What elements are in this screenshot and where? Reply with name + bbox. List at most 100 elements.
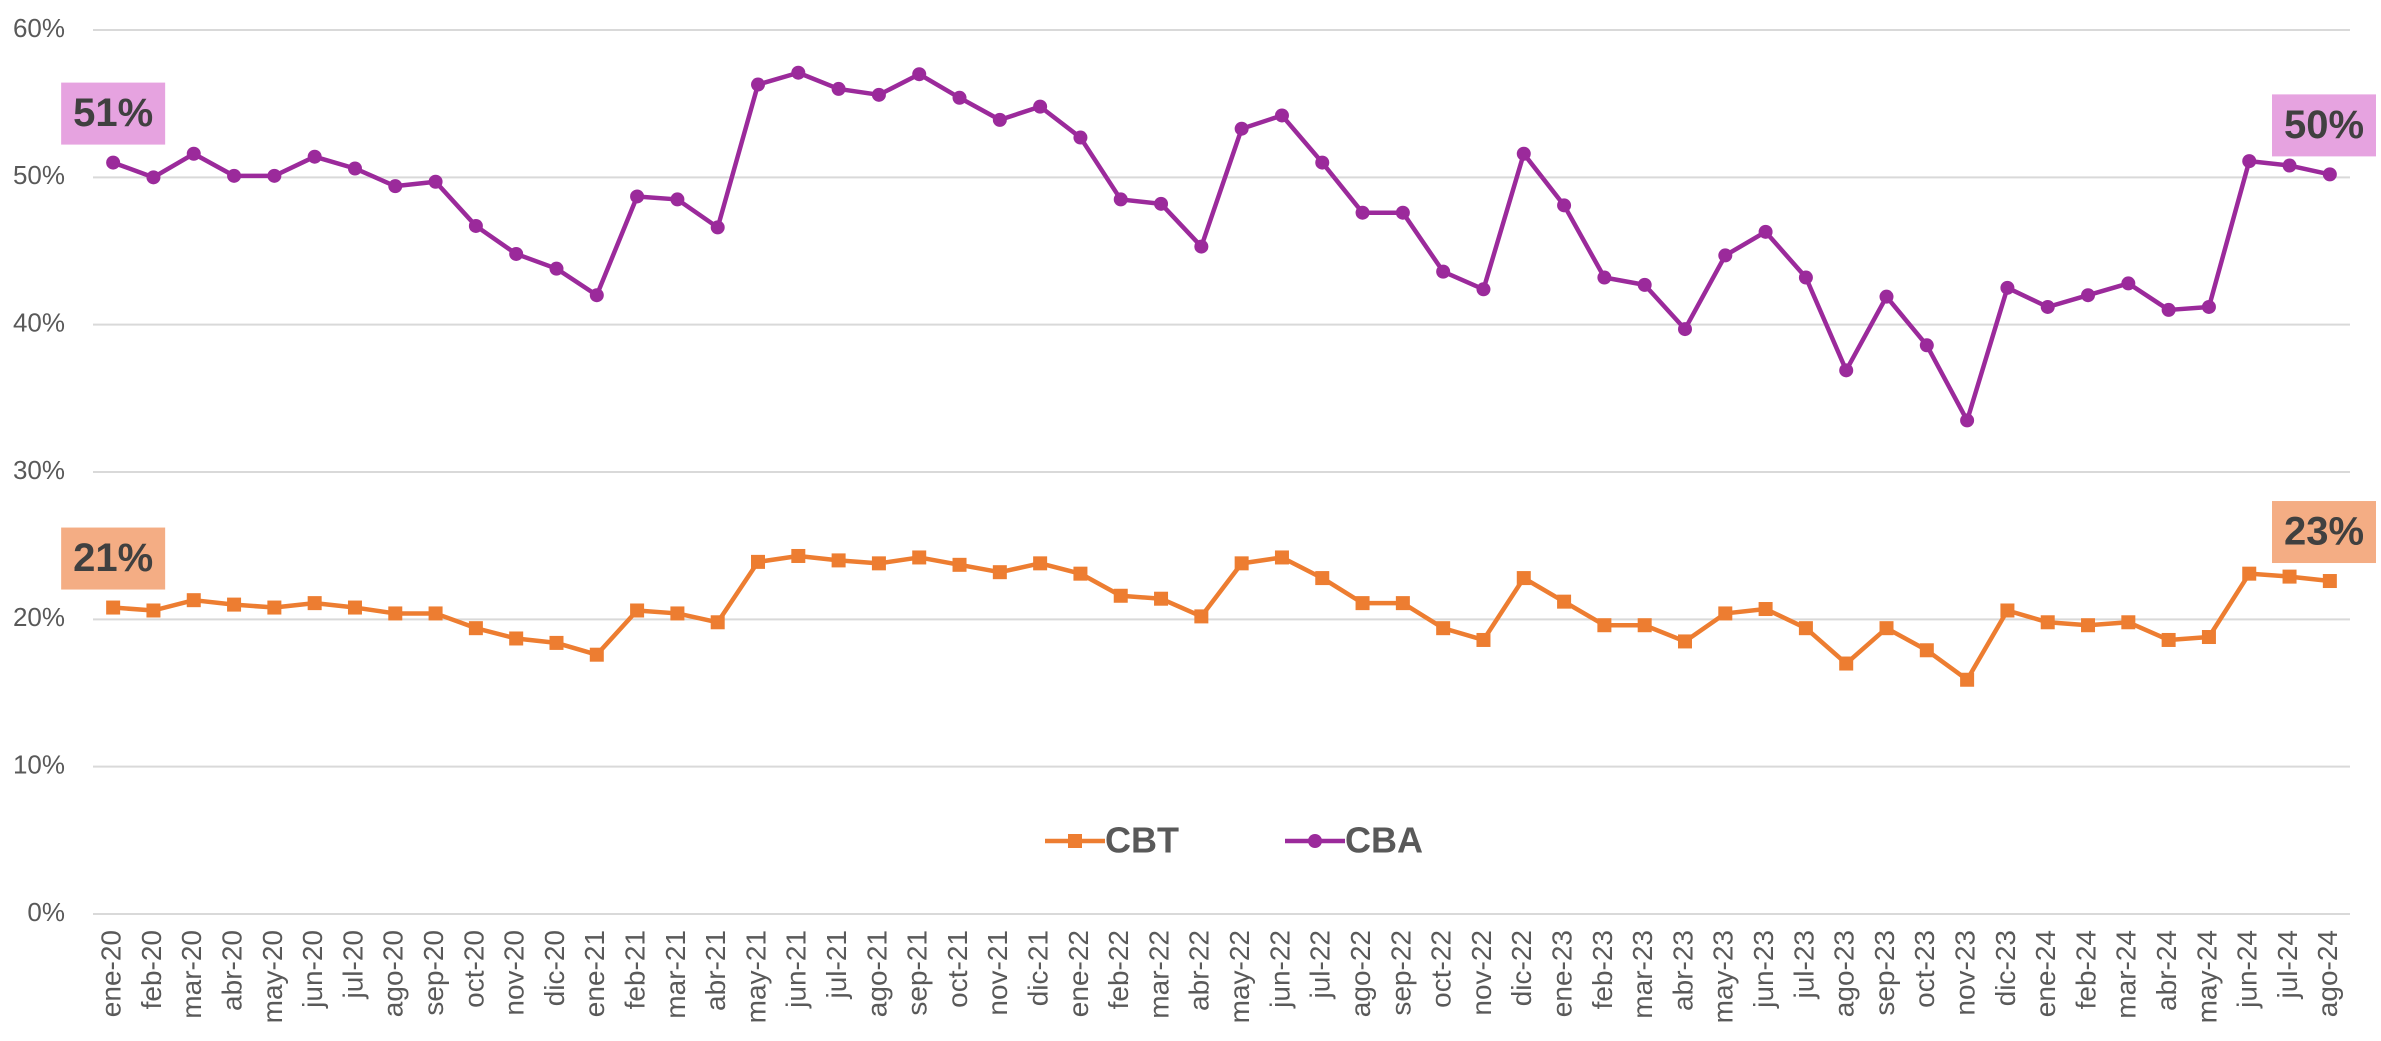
x-tick-label: ago-22 [1345,930,1376,1017]
marker [1113,192,1128,207]
series-line [112,553,2331,682]
marker [1073,130,1088,145]
x-tick-label: jun-21 [781,930,812,1009]
x-tick-label: abr-22 [1184,930,1215,1011]
x-tick-label: jul-22 [1305,930,1336,999]
marker [347,600,362,615]
marker [2121,615,2136,630]
x-tick-label: ene-22 [1063,930,1094,1017]
marker [1033,556,1048,571]
marker [1758,224,1773,239]
marker [1677,634,1692,649]
marker [589,288,604,303]
x-tick-label: mar-23 [1627,930,1658,1019]
x-tick-label: feb-21 [619,930,650,1009]
x-tick-label: oct-22 [1426,930,1457,1008]
series-line [112,70,2331,423]
marker [1436,264,1451,279]
marker [1597,270,1612,285]
marker [1194,239,1209,254]
marker [630,189,645,204]
marker [2161,632,2176,647]
marker [2081,618,2096,633]
marker [952,557,967,572]
x-tick-label: mar-24 [2111,930,2142,1019]
marker [2282,158,2297,173]
x-tick-label: ago-24 [2312,930,2343,1017]
x-tick-label: may-20 [257,930,288,1023]
marker [1154,591,1169,606]
x-tick-label: feb-23 [1587,930,1618,1009]
marker [1597,618,1612,633]
x-tick-label: mar-21 [660,930,691,1019]
marker [1516,571,1531,586]
marker [2081,288,2096,303]
x-tick-label: dic-20 [539,930,570,1006]
marker [1476,282,1491,297]
marker [1637,277,1652,292]
marker [912,67,927,82]
x-tick-label: ago-21 [861,930,892,1017]
data-label-box [61,82,166,145]
data-label: 21% [73,536,153,580]
x-tick-label: jul-20 [337,930,368,999]
x-tick-label: jul-23 [1788,930,1819,999]
marker [1395,596,1410,611]
marker [2121,276,2136,291]
legend-label: CBT [1105,820,1179,861]
x-tick-label: may-24 [2191,930,2222,1023]
x-tick-label: mar-20 [176,930,207,1019]
marker [1395,205,1410,220]
x-tick-label: mar-22 [1143,930,1174,1019]
marker [388,179,403,194]
marker [2322,574,2337,589]
marker [1718,606,1733,621]
legend-marker [1308,834,1322,848]
marker [1557,594,1572,609]
x-tick-label: oct-21 [942,930,973,1008]
marker [1315,155,1330,170]
marker [267,168,282,183]
data-label-box [2272,501,2376,564]
marker [186,146,201,161]
x-tick-label: jun-23 [1748,930,1779,1009]
marker [2322,167,2337,182]
marker [1798,270,1813,285]
marker [1033,99,1048,114]
x-tick-label: may-21 [740,930,771,1023]
y-tick-label: 30% [13,455,65,485]
marker [1355,205,1370,220]
marker [1194,609,1209,624]
marker [2201,630,2216,645]
marker [1677,322,1692,337]
marker [347,161,362,176]
marker [710,220,725,235]
marker [1113,588,1128,603]
x-tick-label: dic-21 [1023,930,1054,1006]
x-tick-label: may-23 [1708,930,1739,1023]
marker [1154,196,1169,211]
marker [992,565,1007,580]
marker [1919,643,1934,658]
marker [2040,299,2055,314]
x-tick-label: oct-23 [1909,930,1940,1008]
marker [146,603,161,618]
marker [1234,556,1249,571]
y-tick-label: 40% [13,308,65,338]
marker [2242,566,2257,581]
x-tick-label: ago-23 [1829,930,1860,1017]
y-tick-label: 10% [13,750,65,780]
marker [2000,280,2015,295]
x-tick-label: jul-21 [821,930,852,999]
marker [831,553,846,568]
x-tick-label: abr-20 [216,930,247,1011]
x-tick-label: jun-22 [1264,930,1295,1009]
marker [1355,596,1370,611]
x-tick-label: abr-23 [1667,930,1698,1011]
y-tick-label: 20% [13,602,65,632]
marker [1960,672,1975,687]
marker [1960,413,1975,428]
marker [1234,121,1249,136]
x-tick-label: may-22 [1224,930,1255,1023]
marker [227,597,242,612]
